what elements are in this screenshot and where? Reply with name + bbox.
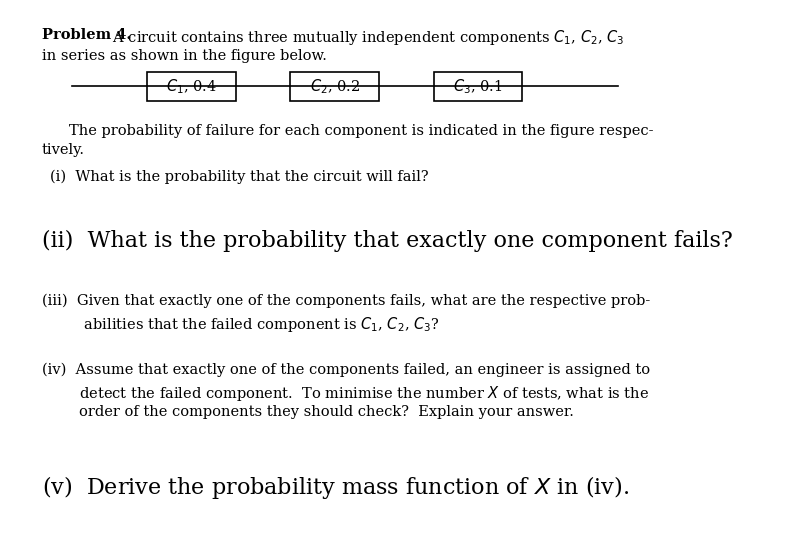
- Text: (iv)  Assume that exactly one of the components failed, an engineer is assigned : (iv) Assume that exactly one of the comp…: [41, 362, 650, 377]
- Text: The probability of failure for each component is indicated in the figure respec-: The probability of failure for each comp…: [69, 123, 654, 137]
- Text: Problem 4.: Problem 4.: [41, 28, 131, 42]
- Text: A circuit contains three mutually independent components $C_1$, $C_2$, $C_3$: A circuit contains three mutually indepe…: [108, 28, 625, 47]
- Text: tively.: tively.: [41, 143, 84, 157]
- Text: (i)  What is the probability that the circuit will fail?: (i) What is the probability that the cir…: [50, 170, 429, 184]
- Text: order of the components they should check?  Explain your answer.: order of the components they should chec…: [41, 405, 574, 419]
- Text: in series as shown in the figure below.: in series as shown in the figure below.: [41, 49, 327, 63]
- Text: abilities that the failed component is $C_1$, $C_2$, $C_3$?: abilities that the failed component is $…: [41, 315, 439, 334]
- Text: (iii)  Given that exactly one of the components fails, what are the respective p: (iii) Given that exactly one of the comp…: [41, 293, 650, 308]
- Bar: [434, 72, 522, 101]
- Bar: [290, 72, 379, 101]
- Text: $C_3$, 0.1: $C_3$, 0.1: [453, 77, 503, 96]
- Text: detect the failed component.  To minimise the number $X$ of tests, what is the: detect the failed component. To minimise…: [41, 384, 649, 403]
- Text: $C_2$, 0.2: $C_2$, 0.2: [310, 77, 359, 96]
- Text: (v)  Derive the probability mass function of $X$ in (iv).: (v) Derive the probability mass function…: [41, 474, 629, 501]
- Bar: [147, 72, 236, 101]
- Text: (ii)  What is the probability that exactly one component fails?: (ii) What is the probability that exactl…: [41, 230, 732, 252]
- Text: $C_1$, 0.4: $C_1$, 0.4: [166, 77, 217, 96]
